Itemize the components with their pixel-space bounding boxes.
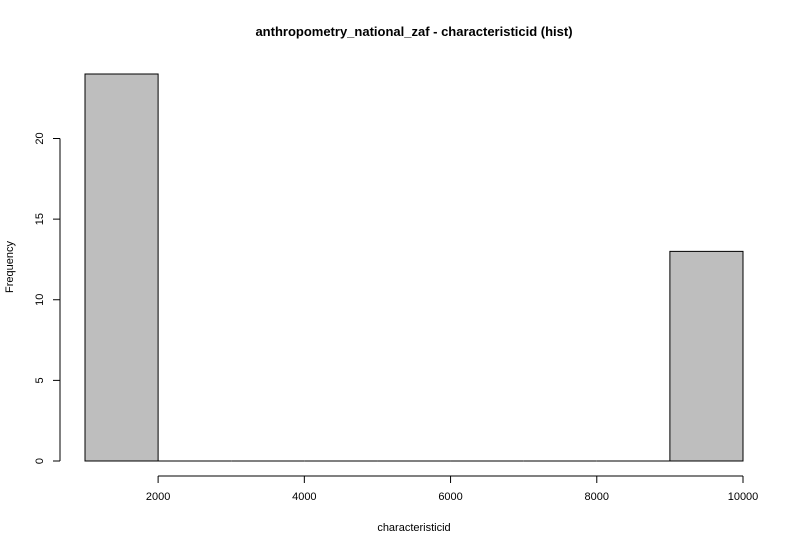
x-tick-label: 4000 — [292, 491, 316, 503]
y-tick-label: 20 — [34, 132, 46, 144]
x-axis: 2000 4000 6000 8000 10000 — [146, 475, 759, 503]
y-tick-label: 15 — [34, 213, 46, 225]
x-tick-label: 8000 — [585, 491, 609, 503]
chart-title: anthropometry_national_zaf - characteris… — [255, 24, 572, 39]
y-tick-label: 0 — [34, 458, 46, 464]
y-tick-label: 5 — [34, 377, 46, 383]
x-tick-label: 10000 — [728, 491, 759, 503]
histogram-bar-0 — [84, 73, 159, 462]
y-axis-label: Frequency — [4, 241, 16, 293]
y-tick-label: 10 — [34, 294, 46, 306]
x-tick-label: 2000 — [146, 491, 170, 503]
histogram-bar-8 — [669, 250, 744, 462]
x-axis-label: characteristicid — [377, 522, 450, 534]
x-tick-label: 6000 — [438, 491, 462, 503]
bars-group — [84, 73, 744, 462]
y-axis: 0 5 10 15 20 — [34, 132, 61, 464]
